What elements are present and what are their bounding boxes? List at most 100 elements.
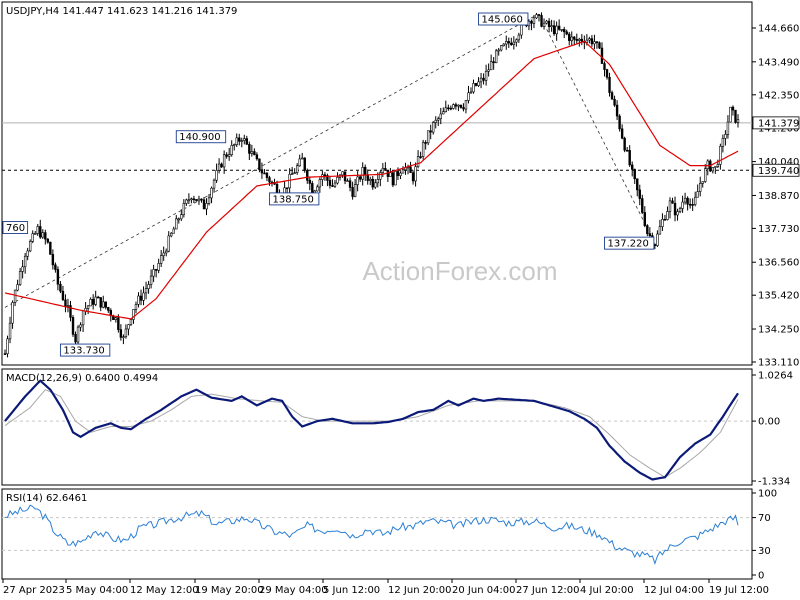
price-candle-body xyxy=(288,174,291,189)
price-candle-body xyxy=(494,50,498,64)
price-candle-body xyxy=(41,232,44,238)
price-candle-body xyxy=(721,138,725,147)
price-candle-body xyxy=(535,14,538,19)
price-candle-body xyxy=(414,166,417,182)
price-candle-body xyxy=(442,111,445,115)
price-candle-body xyxy=(220,163,223,168)
price-candle-body xyxy=(23,255,27,268)
price-candle-body xyxy=(505,41,508,45)
price-candle-body xyxy=(568,33,571,41)
price-candle-body xyxy=(240,140,243,142)
price-candle-body xyxy=(376,179,379,184)
price-candle-body xyxy=(44,232,47,240)
price-candle-body xyxy=(636,178,639,191)
price-candle-body xyxy=(119,329,123,338)
price-tick-label: 136.560 xyxy=(758,258,799,269)
price-candle-body xyxy=(605,69,609,78)
price-candle-body xyxy=(724,134,727,139)
price-candle-body xyxy=(714,166,717,168)
moving-average-line xyxy=(4,40,739,320)
support-level-label: 139.740 xyxy=(758,166,799,177)
price-candle-body xyxy=(182,203,186,215)
price-candle-body xyxy=(54,264,57,270)
price-tick-label: 140.040 xyxy=(758,157,799,168)
price-candle-body xyxy=(641,198,644,213)
price-candle-body xyxy=(557,25,561,30)
time-tick-label: 12 May 12:00 xyxy=(130,585,199,596)
price-candle-body xyxy=(444,107,448,113)
price-candle-body xyxy=(144,288,148,294)
time-tick-label: 20 Jun 04:00 xyxy=(452,585,516,596)
price-candle-body xyxy=(28,241,32,252)
price-candle-body xyxy=(593,41,596,45)
price-annotation-box xyxy=(269,192,320,206)
price-candle-body xyxy=(394,171,397,186)
price-candle-body xyxy=(102,301,105,308)
price-candle-body xyxy=(729,106,732,123)
price-candle-body xyxy=(484,70,488,81)
price-candle-body xyxy=(369,178,372,181)
price-candle-body xyxy=(613,98,616,106)
price-annotation-box xyxy=(478,12,529,26)
price-tick-label: 143.490 xyxy=(758,57,799,68)
price-candle-body xyxy=(562,29,566,33)
price-annotation-box xyxy=(59,343,111,357)
price-candle-body xyxy=(177,218,181,221)
price-candle-body xyxy=(290,173,294,175)
time-tick-label: 27 Apr 2023 xyxy=(3,585,65,596)
price-candle-body xyxy=(618,115,621,130)
price-candle-body xyxy=(205,203,208,210)
price-candle-body xyxy=(89,298,92,307)
price-annotation-label: 145.060 xyxy=(482,15,523,26)
price-candle-body xyxy=(487,69,490,72)
price-candle-body xyxy=(381,167,385,173)
price-candle-body xyxy=(225,154,228,157)
price-candle-body xyxy=(661,218,664,227)
price-candle-body xyxy=(565,31,568,35)
price-candle-body xyxy=(666,211,669,220)
price-candle-body xyxy=(36,226,39,234)
price-candle-body xyxy=(671,200,674,204)
price-candle-body xyxy=(598,42,601,49)
price-annotation-box xyxy=(2,221,29,234)
price-candle-body xyxy=(631,164,634,170)
price-candle-body xyxy=(437,118,440,121)
price-candle-body xyxy=(389,172,392,177)
price-candle-body xyxy=(175,218,178,230)
price-candle-body xyxy=(11,302,14,324)
price-candle-body xyxy=(46,238,50,243)
price-candle-body xyxy=(588,38,591,41)
price-candle-body xyxy=(147,284,150,289)
macd-signal-line xyxy=(4,389,739,478)
price-candle-body xyxy=(76,326,80,343)
price-candle-body xyxy=(550,25,553,28)
price-candle-body xyxy=(510,42,513,45)
price-candle-body xyxy=(94,296,97,305)
price-candle-body xyxy=(258,158,261,170)
price-candle-body xyxy=(16,284,19,291)
price-tick-label: 138.870 xyxy=(758,191,799,202)
price-candle-body xyxy=(66,305,70,307)
price-candle-body xyxy=(134,304,138,310)
price-candle-body xyxy=(56,269,60,285)
price-candle-body xyxy=(159,255,163,264)
price-candle-body xyxy=(477,81,480,86)
price-candle-body xyxy=(575,39,578,41)
time-tick-label: 19 May 20:00 xyxy=(195,585,264,596)
price-panel xyxy=(1,1,753,366)
price-annotation-label: 133.730 xyxy=(63,346,104,357)
price-candle-body xyxy=(421,142,425,157)
rsi-tick-label: 100 xyxy=(758,489,777,500)
rsi-title: RSI(14) 62.6461 xyxy=(6,493,87,504)
price-candle-body xyxy=(573,36,576,40)
price-candle-body xyxy=(316,186,319,192)
price-candle-body xyxy=(472,83,475,93)
price-candle-body xyxy=(648,233,652,236)
price-candle-body xyxy=(212,179,216,189)
price-candle-body xyxy=(502,43,505,47)
price-candle-body xyxy=(308,179,311,184)
time-tick-label: 5 Jun 12:00 xyxy=(323,585,380,596)
price-candle-body xyxy=(711,167,715,172)
price-candle-body xyxy=(620,128,624,139)
price-candle-body xyxy=(192,198,196,201)
